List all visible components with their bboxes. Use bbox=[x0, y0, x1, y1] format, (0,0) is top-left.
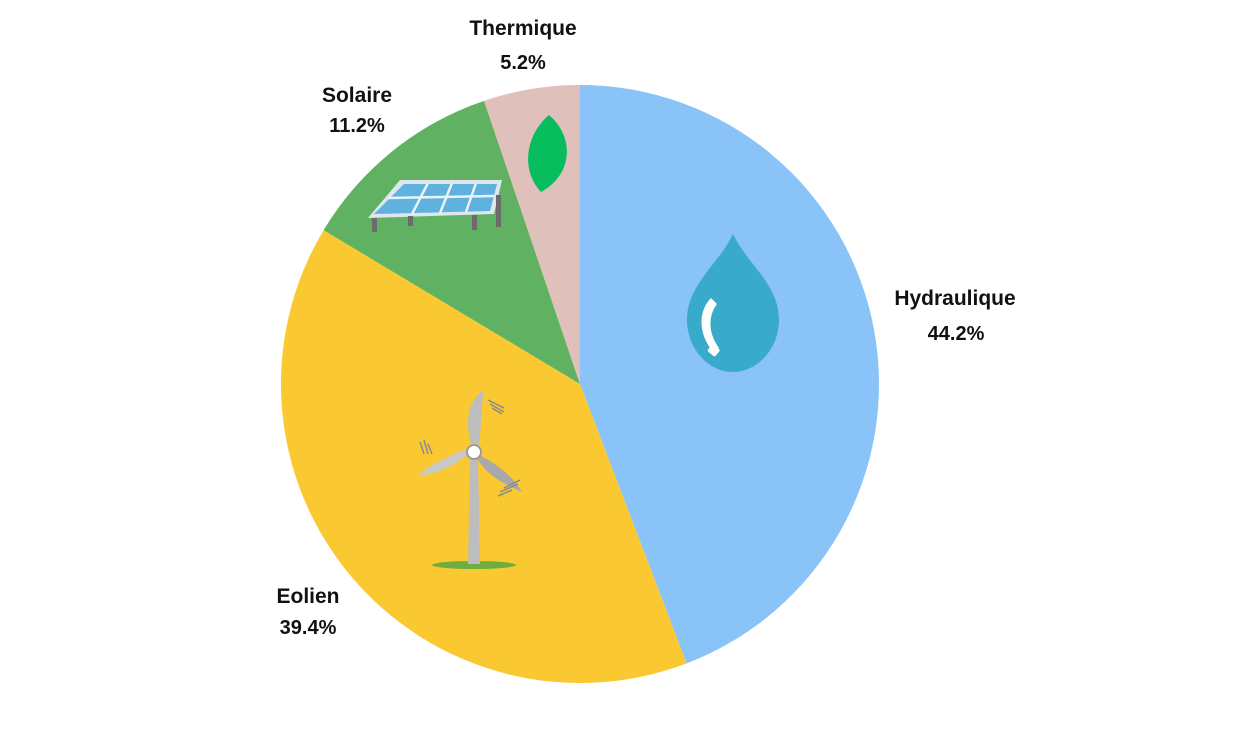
label-solaire: Solaire bbox=[322, 84, 392, 107]
label-thermique: Thermique bbox=[469, 17, 576, 40]
label-hydraulique: Hydraulique bbox=[894, 287, 1015, 310]
value-eolien: 39.4% bbox=[280, 617, 337, 639]
solar-panel-icon bbox=[368, 180, 502, 232]
value-hydraulique: 44.2% bbox=[928, 323, 985, 345]
value-solaire: 11.2% bbox=[329, 115, 385, 137]
pie-slices bbox=[281, 85, 879, 683]
label-eolien: Eolien bbox=[276, 585, 339, 608]
pie-slice-eolien bbox=[281, 230, 687, 683]
wind-turbine-icon bbox=[418, 390, 522, 569]
water-drop-icon bbox=[687, 234, 779, 372]
pie-slice-solaire bbox=[323, 100, 580, 384]
leaf-icon bbox=[528, 115, 567, 192]
value-thermique: 5.2% bbox=[500, 52, 546, 74]
pie-slice-hydraulique bbox=[580, 85, 879, 664]
